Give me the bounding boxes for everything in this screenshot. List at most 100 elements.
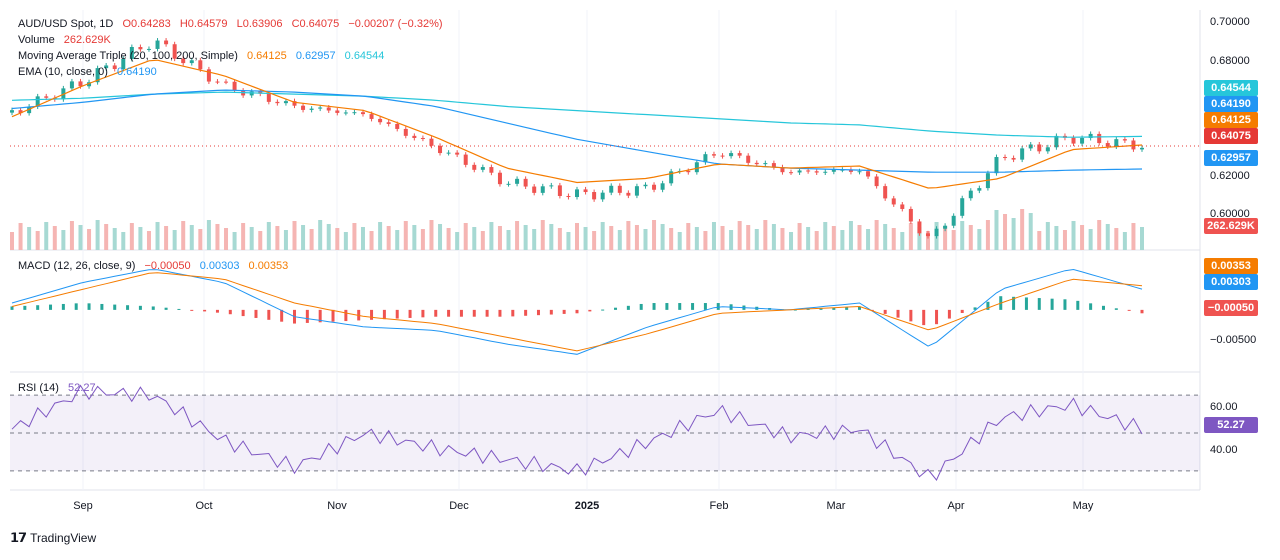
candle-body [857, 171, 862, 173]
candle-body [429, 138, 434, 146]
candle-body [224, 81, 229, 83]
candle-body [575, 189, 579, 198]
volume-bar [266, 222, 271, 250]
candle-body [703, 154, 708, 163]
candle-body [866, 171, 871, 177]
ma200-price-badge: 0.64544 [1204, 80, 1258, 96]
candle-body [309, 108, 314, 110]
candle-body [172, 44, 177, 59]
candle-body [292, 101, 297, 106]
macd-histogram-bar [935, 309, 939, 325]
candle-body [823, 171, 828, 173]
candle-body [900, 204, 905, 209]
candle-body [198, 60, 203, 70]
candle-body [831, 169, 836, 172]
rsi-label[interactable]: RSI (14) [18, 382, 59, 394]
volume-bar [87, 229, 92, 250]
candle-body [532, 186, 537, 193]
ma100-value: 0.62957 [295, 50, 336, 62]
volume-bar [789, 232, 794, 250]
volume-value: 262.629K [63, 34, 111, 46]
macd-histogram-bar [845, 307, 849, 310]
macd-histogram-bar [331, 309, 335, 322]
macd-histogram-bar [947, 309, 951, 319]
candle-body [960, 198, 965, 216]
candle-body [463, 154, 468, 165]
macd-histogram-bar [1037, 298, 1041, 310]
volume-bar [523, 225, 528, 250]
last-price-badge: 0.64075 [1204, 128, 1258, 144]
candle-body [883, 186, 888, 199]
volume-bar [592, 231, 597, 250]
candle-body [472, 164, 477, 170]
volume-bar [1097, 220, 1102, 250]
macd-histogram-bar [61, 303, 65, 310]
macd-histogram-bar [703, 303, 707, 310]
volume-bar [61, 230, 66, 250]
volume-bar [429, 220, 434, 250]
macd-label[interactable]: MACD (12, 26, close, 9) [18, 260, 136, 272]
candle-body [480, 167, 485, 170]
volume-bar [634, 225, 639, 250]
volume-bar [951, 230, 956, 250]
volume-bar [198, 229, 203, 250]
volume-legend: Volume 262.629K [18, 34, 117, 46]
volume-bar [711, 222, 716, 250]
volume-badge: 262.629K [1204, 218, 1258, 234]
candle-body [891, 198, 896, 205]
candle-body [669, 171, 674, 184]
volume-bar [112, 228, 117, 250]
candle-body [771, 163, 776, 168]
volume-bar [831, 226, 836, 250]
volume-bar [754, 229, 759, 250]
volume-label[interactable]: Volume [18, 34, 55, 46]
macd-histogram-bar [1076, 300, 1080, 310]
macd-histogram-bar [151, 306, 155, 310]
volume-bar [420, 229, 425, 250]
volume-bar [720, 226, 725, 250]
tradingview-brand[interactable]: 𝟭𝟳 TradingView [10, 530, 96, 546]
volume-bar [335, 228, 340, 250]
volume-bar [1003, 214, 1008, 250]
ma20-line [11, 59, 1143, 189]
volume-bar [686, 223, 691, 250]
candle-body [977, 188, 982, 191]
open-value: O0.64283 [122, 18, 171, 30]
volume-bar [977, 229, 982, 250]
ma-label[interactable]: Moving Average Triple (20, 100, 200, Sim… [18, 50, 238, 62]
candle-body [1037, 144, 1042, 152]
candle-body [386, 122, 391, 124]
volume-bar [600, 222, 605, 250]
volume-bar [1045, 222, 1050, 250]
symbol-title[interactable]: AUD/USD Spot, 1D [18, 18, 114, 30]
candle-body [1045, 147, 1050, 152]
macd-histogram-bar [113, 304, 117, 310]
candle-body [994, 157, 999, 174]
macd-histogram-bar [909, 309, 913, 322]
volume-bar [968, 225, 973, 250]
volume-bar [985, 220, 990, 250]
volume-bar [275, 226, 280, 250]
macd-histogram-bar [652, 303, 656, 310]
volume-bar [463, 223, 468, 250]
candle-body [438, 145, 443, 154]
candle-body [206, 69, 211, 82]
candle-body [35, 96, 40, 107]
volume-bar [703, 231, 708, 250]
candle-body [283, 101, 288, 104]
volume-bar [1088, 229, 1093, 250]
ema-label[interactable]: EMA (10, close, 0) [18, 66, 108, 78]
candle-body [69, 81, 74, 89]
volume-bar [35, 231, 40, 250]
macd-histogram-bar [164, 307, 168, 310]
volume-bar [1122, 232, 1127, 250]
candle-body [335, 110, 340, 113]
macd-histogram-bar [49, 304, 53, 310]
candle-body [934, 228, 939, 237]
volume-bar [326, 224, 331, 250]
volume-bar [806, 227, 811, 250]
candle-body [626, 192, 631, 196]
candle-body [403, 128, 408, 136]
candle-body [1097, 133, 1102, 144]
